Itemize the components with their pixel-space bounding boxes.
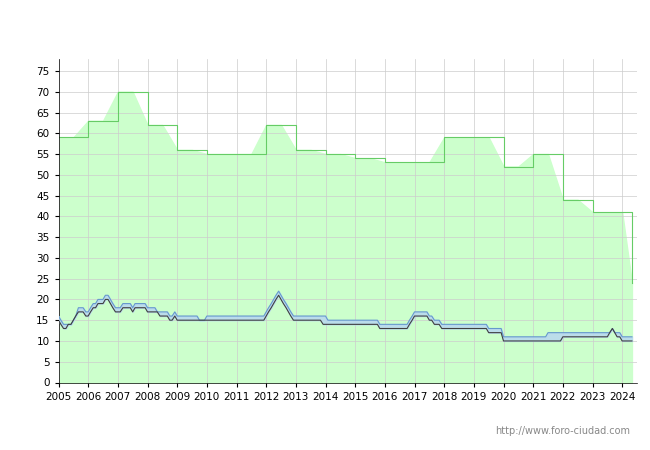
Text: Estollo - Evolucion de la poblacion en edad de Trabajar Mayo de 2024: Estollo - Evolucion de la poblacion en e… [70,19,580,35]
Text: http://www.foro-ciudad.com: http://www.foro-ciudad.com [495,427,630,436]
